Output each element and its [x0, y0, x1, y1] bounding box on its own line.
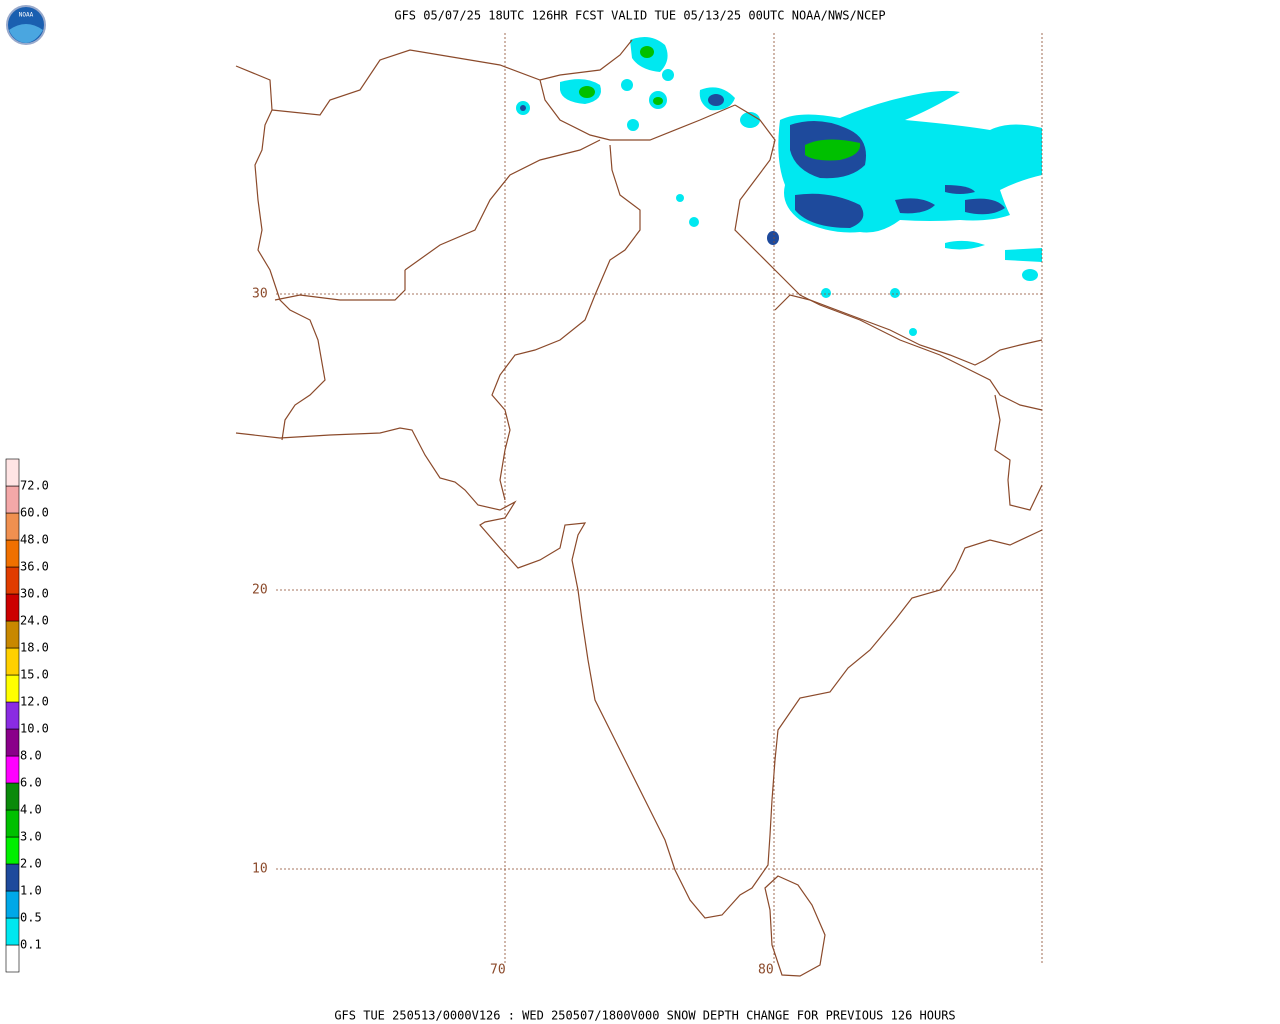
snow-depth-areas [516, 36, 1042, 336]
legend-label: 0.1 [20, 938, 42, 952]
map-caption: GFS TUE 250513/0000V126 : WED 250507/180… [334, 1009, 955, 1023]
legend-swatch [5, 728, 20, 757]
legend-label: 60.0 [20, 506, 49, 520]
legend-swatch [5, 701, 20, 730]
legend-swatch [5, 512, 20, 541]
lat-label: 30 [252, 287, 268, 302]
legend-swatch [5, 836, 20, 865]
legend-label: 6.0 [20, 776, 42, 790]
legend-label: 30.0 [20, 587, 49, 601]
legend-swatch [5, 782, 20, 811]
legend-label: 48.0 [20, 533, 49, 547]
legend-label: 18.0 [20, 641, 49, 655]
lat-label: 10 [252, 862, 268, 877]
legend-swatch [5, 944, 20, 973]
legend-swatch [5, 566, 20, 595]
legend-label: 3.0 [20, 830, 42, 844]
legend-label: 10.0 [20, 722, 49, 736]
legend-label: 12.0 [20, 695, 49, 709]
legend-swatch [5, 647, 20, 676]
logo-text: NOAA [19, 12, 34, 19]
legend-label: 15.0 [20, 668, 49, 682]
legend-label: 4.0 [20, 803, 42, 817]
legend-swatch [5, 458, 20, 487]
legend-swatch [5, 890, 20, 919]
map-title: GFS 05/07/25 18UTC 126HR FCST VALID TUE … [394, 9, 885, 23]
legend-swatch [5, 917, 20, 946]
legend-label: 1.0 [20, 884, 42, 898]
legend-label: 24.0 [20, 614, 49, 628]
legend-label: 2.0 [20, 857, 42, 871]
legend-swatch [5, 593, 20, 622]
color-legend: 0.1 0.5 1.0 2.0 3.0 4.0 6.0 8.0 10.0 12.0 15.0 18.0… [5, 458, 49, 973]
legend-swatch [5, 620, 20, 649]
lon-label: 70 [490, 963, 506, 978]
legend-swatch [5, 674, 20, 703]
legend-label: 0.5 [20, 911, 42, 925]
legend-label: 36.0 [20, 560, 49, 574]
legend-label: 72.0 [20, 479, 49, 493]
legend-swatch [5, 539, 20, 568]
lat-label: 20 [252, 583, 268, 598]
lon-label: 80 [758, 963, 774, 978]
legend-swatch [5, 863, 20, 892]
noaa-logo: NOAA [6, 5, 46, 45]
legend-swatch [5, 809, 20, 838]
legend-swatch [5, 755, 20, 784]
coastlines-borders [235, 39, 1043, 977]
legend-swatch [5, 485, 20, 514]
legend-label: 8.0 [20, 749, 42, 763]
